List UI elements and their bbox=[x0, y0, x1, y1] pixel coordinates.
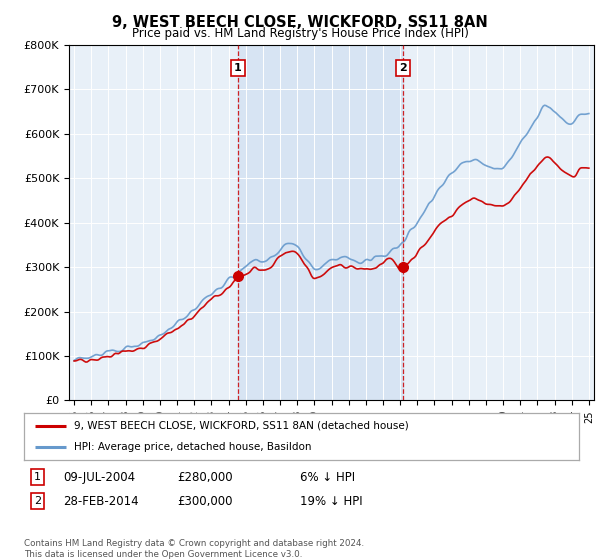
Text: £300,000: £300,000 bbox=[177, 494, 233, 508]
Text: £280,000: £280,000 bbox=[177, 470, 233, 484]
Text: Price paid vs. HM Land Registry's House Price Index (HPI): Price paid vs. HM Land Registry's House … bbox=[131, 27, 469, 40]
Text: 2: 2 bbox=[34, 496, 41, 506]
Text: 9, WEST BEECH CLOSE, WICKFORD, SS11 8AN: 9, WEST BEECH CLOSE, WICKFORD, SS11 8AN bbox=[112, 15, 488, 30]
Bar bbox=[238, 45, 403, 400]
Text: 19% ↓ HPI: 19% ↓ HPI bbox=[300, 494, 362, 508]
Text: 1: 1 bbox=[34, 472, 41, 482]
Text: 09-JUL-2004: 09-JUL-2004 bbox=[63, 470, 135, 484]
Text: 6% ↓ HPI: 6% ↓ HPI bbox=[300, 470, 355, 484]
Text: This data is licensed under the Open Government Licence v3.0.: This data is licensed under the Open Gov… bbox=[24, 550, 302, 559]
Text: 28-FEB-2014: 28-FEB-2014 bbox=[63, 494, 139, 508]
Text: 9, WEST BEECH CLOSE, WICKFORD, SS11 8AN (detached house): 9, WEST BEECH CLOSE, WICKFORD, SS11 8AN … bbox=[74, 421, 409, 431]
Text: Contains HM Land Registry data © Crown copyright and database right 2024.: Contains HM Land Registry data © Crown c… bbox=[24, 539, 364, 548]
Text: 2: 2 bbox=[399, 63, 407, 73]
Text: 1: 1 bbox=[234, 63, 242, 73]
Text: HPI: Average price, detached house, Basildon: HPI: Average price, detached house, Basi… bbox=[74, 442, 311, 452]
